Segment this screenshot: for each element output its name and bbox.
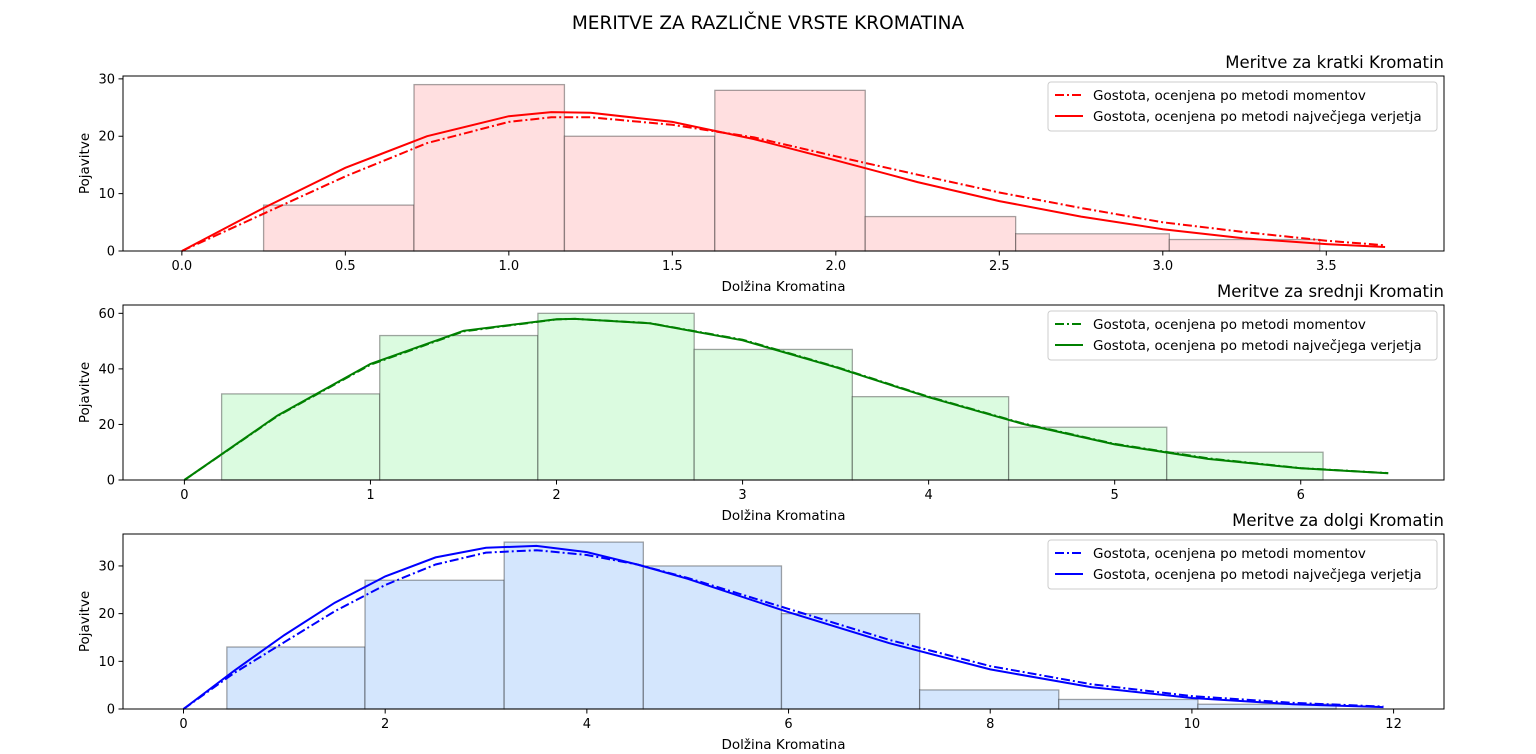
x-tick-label: 3.5 [1316, 259, 1337, 274]
y-tick-label: 30 [98, 72, 115, 87]
x-tick-label: 1.0 [498, 259, 519, 274]
legend: Gostota, ocenjena po metodi momentov Gost… [1047, 539, 1438, 590]
axes-frame [122, 304, 1445, 481]
x-axis-label: Dolžina Kromatina [721, 279, 845, 295]
y-axis-label: Pojavitve [77, 362, 93, 423]
histogram-bar [918, 689, 1060, 710]
x-tick-label: 6 [1297, 488, 1305, 503]
legend-box [1047, 310, 1438, 361]
x-tick-label: 1.5 [662, 259, 683, 274]
y-tick-label: 40 [98, 362, 115, 377]
panel-title: Meritve za srednji Kromatin [1217, 282, 1444, 301]
y-tick-label: 20 [98, 607, 115, 622]
x-axis-label: Dolžina Kromatina [721, 737, 845, 753]
histogram-bar [503, 541, 644, 710]
x-tick-label: 3 [738, 488, 746, 503]
y-axis-label: Pojavitve [77, 591, 93, 652]
legend-box [1047, 81, 1438, 132]
histogram-bar [780, 612, 921, 710]
histogram-bar [1058, 698, 1199, 710]
histogram-bar [226, 646, 366, 710]
histogram-bar [693, 348, 853, 481]
y-tick-label: 60 [98, 307, 115, 322]
x-tick-label: 8 [986, 717, 994, 732]
histogram-bar [413, 83, 566, 252]
histogram-bar [379, 334, 539, 481]
y-tick-label: 30 [98, 559, 115, 574]
y-tick-label: 10 [98, 655, 115, 670]
histogram-bar [642, 565, 783, 710]
legend-label: Gostota, ocenjena po metodi največjega v… [1093, 109, 1422, 125]
legend-label: Gostota, ocenjena po metodi momentov [1093, 546, 1366, 562]
y-tick-label: 0 [107, 245, 115, 260]
figure-title: MERITVE ZA RAZLIČNE VRSTE KROMATINA [572, 12, 965, 34]
axes-frame [122, 533, 1445, 710]
y-tick-label: 0 [107, 703, 115, 718]
x-tick-label: 0.5 [335, 259, 356, 274]
legend-label: Gostota, ocenjena po metodi momentov [1093, 317, 1366, 333]
histogram-bar [851, 396, 1010, 481]
density-line-mle [183, 317, 1389, 481]
histogram-bar [262, 204, 415, 252]
x-tick-label: 0 [180, 488, 188, 503]
legend-box [1047, 539, 1438, 590]
y-tick-label: 20 [98, 130, 115, 145]
histogram-bar [537, 312, 695, 481]
x-tick-label: 2.0 [825, 259, 846, 274]
legend-label: Gostota, ocenjena po metodi največjega v… [1093, 567, 1422, 583]
x-tick-label: 10 [1184, 717, 1201, 732]
chart-panel-3: 0 2 4 6 8 10 12 0 10 20 30 Dolžina Kromatina Pojavit… [77, 511, 1445, 753]
x-tick-label: 1 [366, 488, 374, 503]
y-tick-label: 10 [98, 187, 115, 202]
density-line-moments [182, 549, 1384, 710]
x-tick-label: 2 [381, 717, 389, 732]
histogram-bar [864, 215, 1017, 252]
panel-title: Meritve za kratki Kromatin [1225, 53, 1444, 72]
panel-title: Meritve za dolgi Kromatin [1232, 511, 1444, 530]
chart-panel-1: 0.0 0.5 1.0 1.5 2.0 2.5 3.0 3.5 0 10 20 30 Dolžina K… [77, 53, 1445, 295]
histogram-bar [1015, 233, 1170, 252]
x-tick-label: 2 [552, 488, 560, 503]
legend: Gostota, ocenjena po metodi momentov Gost… [1047, 310, 1438, 361]
x-tick-label: 5 [1111, 488, 1119, 503]
x-axis-label: Dolžina Kromatina [721, 508, 845, 524]
axes-frame [122, 75, 1445, 252]
x-tick-label: 4 [924, 488, 932, 503]
y-tick-label: 20 [98, 418, 115, 433]
legend-label: Gostota, ocenjena po metodi največjega v… [1093, 338, 1422, 354]
histogram-bar [364, 579, 505, 710]
x-tick-label: 3.0 [1152, 259, 1173, 274]
density-line-mle [181, 111, 1386, 252]
histogram-bar [563, 135, 716, 252]
x-tick-label: 4 [583, 717, 591, 732]
x-tick-label: 0.0 [172, 259, 193, 274]
y-axis-label: Pojavitve [77, 133, 93, 194]
density-line-mle [182, 544, 1384, 710]
x-tick-label: 6 [784, 717, 792, 732]
x-tick-label: 2.5 [989, 259, 1010, 274]
y-tick-label: 0 [107, 474, 115, 489]
histogram-bar [1007, 426, 1168, 481]
x-tick-label: 0 [179, 717, 187, 732]
density-line-moments [181, 116, 1386, 252]
histogram-bar [714, 89, 866, 252]
x-tick-label: 12 [1385, 717, 1402, 732]
legend: Gostota, ocenjena po metodi momentov Gost… [1047, 81, 1438, 132]
legend-label: Gostota, ocenjena po metodi momentov [1093, 88, 1366, 104]
